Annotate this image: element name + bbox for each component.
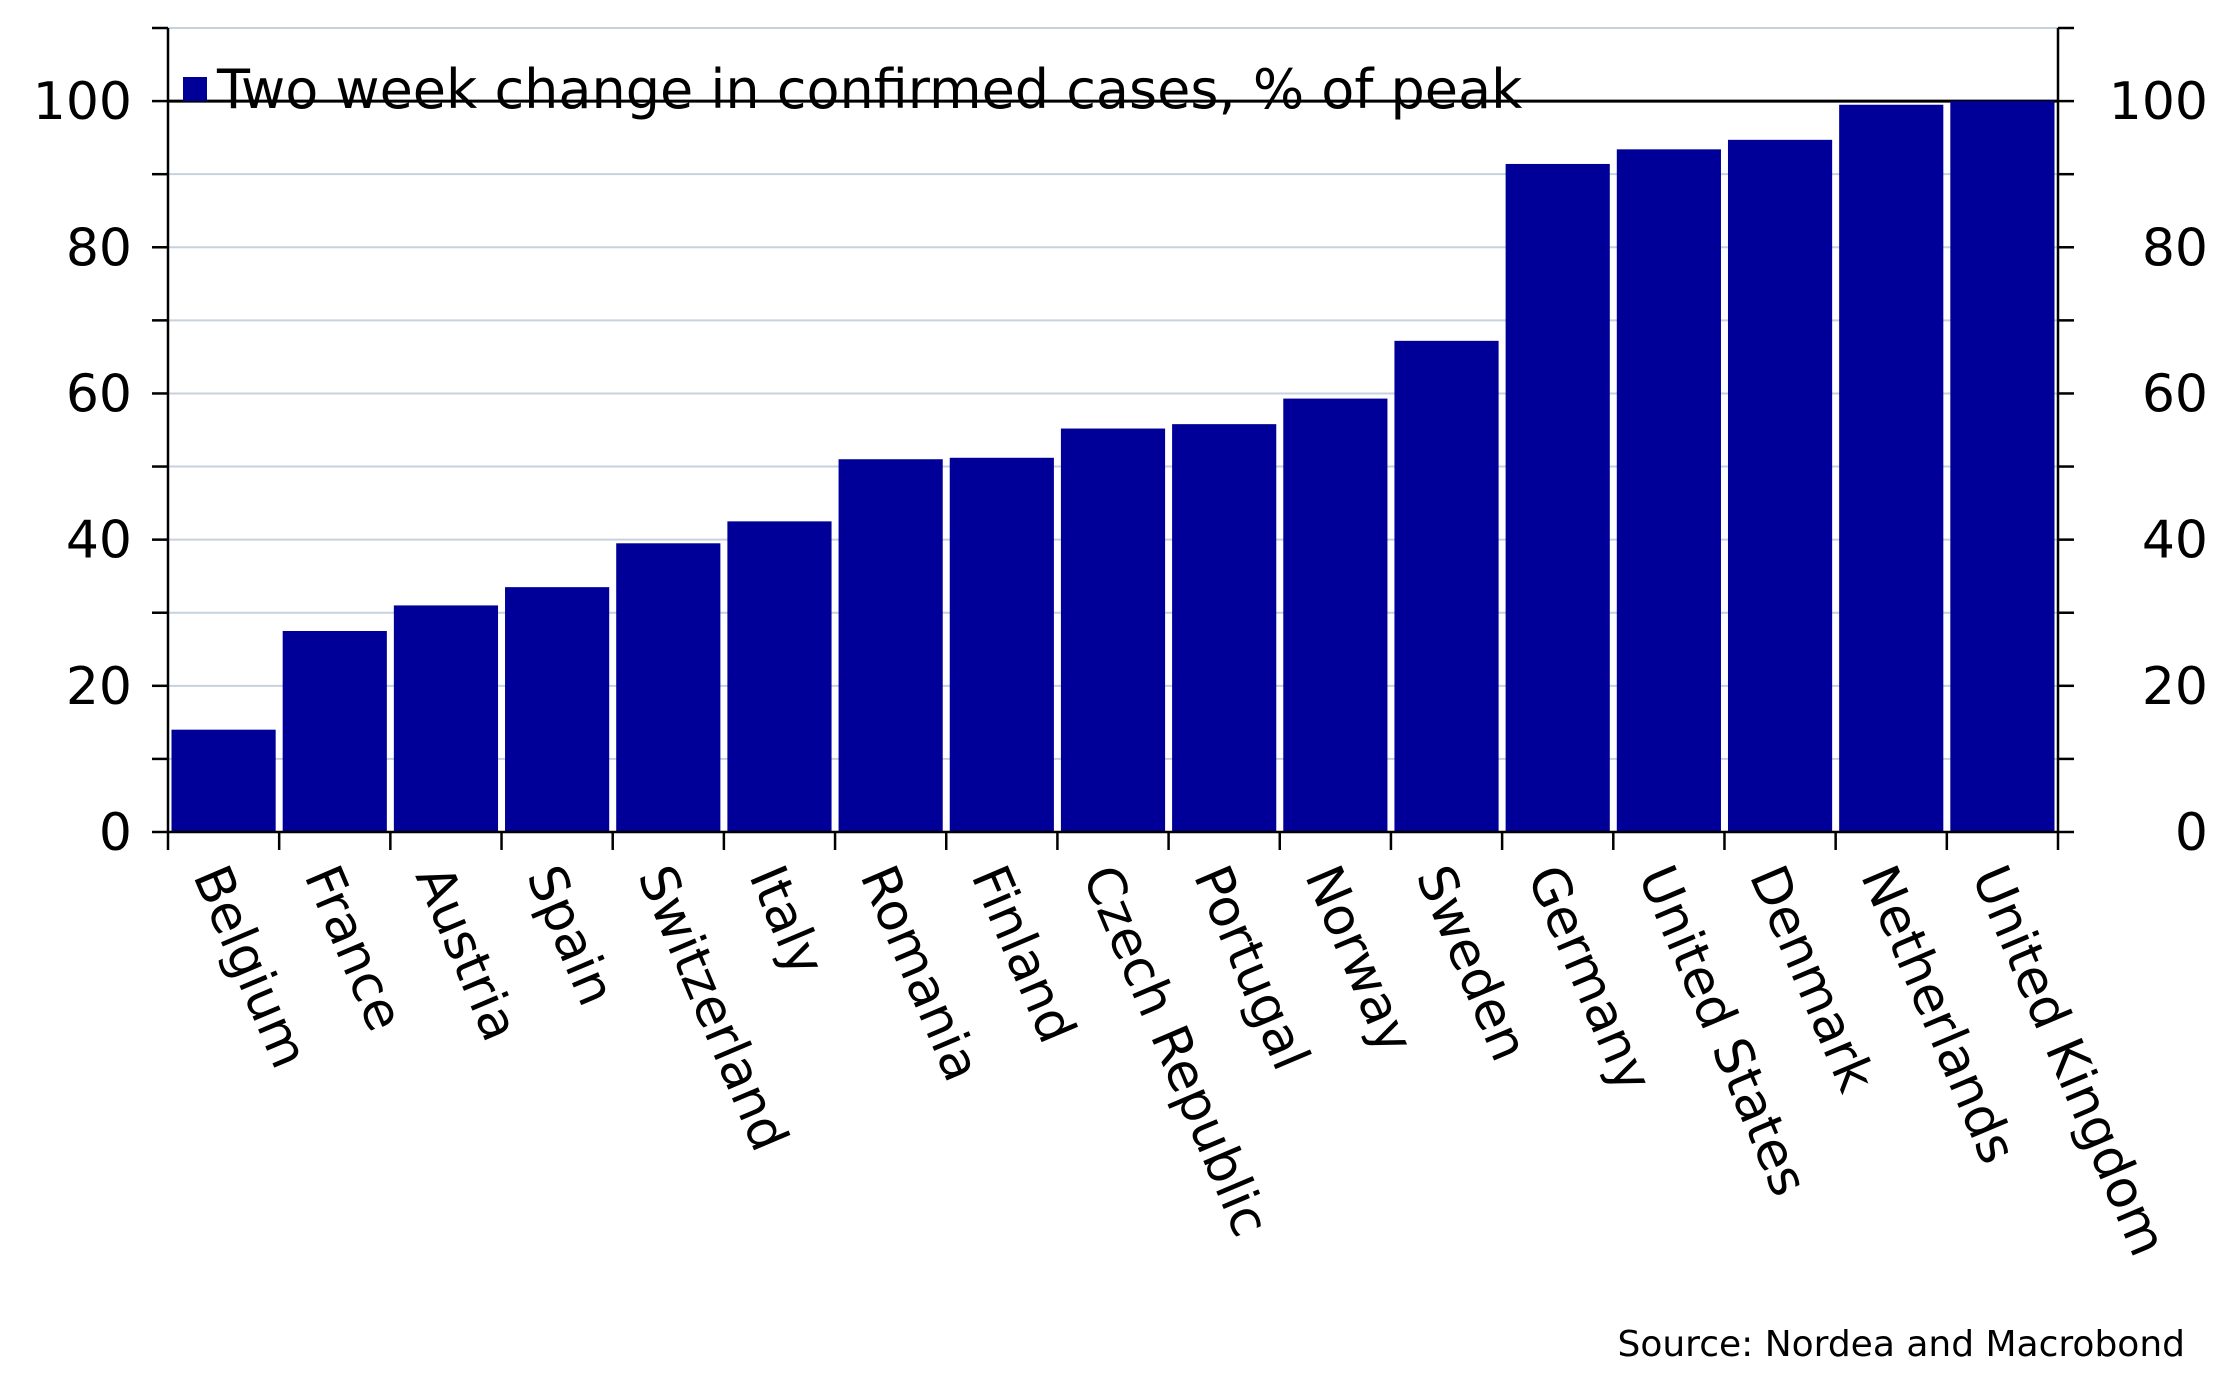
bar-germany	[1505, 163, 1610, 832]
bar-united-kingdom	[1950, 101, 2055, 832]
right-y-tick-label: 100	[2109, 72, 2208, 132]
bar-belgium	[171, 729, 276, 832]
left-y-tick-label: 20	[66, 657, 132, 717]
bar-romania	[838, 459, 943, 832]
left-y-tick-labels: 0 20 40 60 80 100	[33, 72, 132, 863]
x-category-label: Austria	[403, 857, 530, 1050]
bar-sweden	[1394, 340, 1499, 832]
bar-finland	[949, 457, 1054, 832]
left-y-tick-label: 60	[66, 364, 132, 424]
right-y-tick-label: 60	[2142, 364, 2208, 424]
bar-italy	[727, 521, 832, 832]
x-category-label: Norway	[1292, 857, 1424, 1062]
bar-portugal	[1172, 424, 1277, 832]
left-y-tick-label: 40	[66, 511, 132, 571]
x-category-label: France	[292, 857, 415, 1040]
right-y-tick-label: 20	[2142, 657, 2208, 717]
right-y-tick-labels: 0 20 40 60 80 100	[2109, 72, 2208, 863]
legend: Two week change in confirmed cases, % of…	[183, 58, 1523, 121]
left-y-tick-label: 100	[33, 72, 132, 132]
bar-united-states	[1616, 149, 1721, 832]
bar-switzerland	[616, 543, 721, 832]
x-category-label: Italy	[737, 857, 836, 984]
legend-label: Two week change in confirmed cases, % of…	[216, 58, 1523, 121]
x-category-label: Spain	[514, 857, 626, 1014]
right-y-tick-label: 80	[2142, 218, 2208, 278]
source-note: Source: Nordea and Macrobond	[1617, 1324, 2185, 1365]
bar-austria	[393, 605, 499, 832]
bar-spain	[505, 587, 610, 832]
x-category-label: Finland	[959, 857, 1087, 1051]
bar-denmark	[1727, 139, 1833, 832]
axes	[152, 26, 2074, 850]
left-y-tick-label: 0	[99, 803, 132, 863]
bar-netherlands	[1839, 104, 1944, 832]
legend-swatch	[183, 77, 207, 101]
left-y-tick-label: 80	[66, 218, 132, 278]
x-category-label: United Kingdom	[1960, 857, 2178, 1265]
bars	[171, 101, 2055, 832]
bar-norway	[1283, 398, 1388, 832]
bar-czech-republic	[1060, 428, 1166, 832]
right-y-tick-label: 40	[2142, 511, 2208, 571]
bar-france	[282, 631, 387, 832]
right-y-tick-label: 0	[2175, 803, 2208, 863]
